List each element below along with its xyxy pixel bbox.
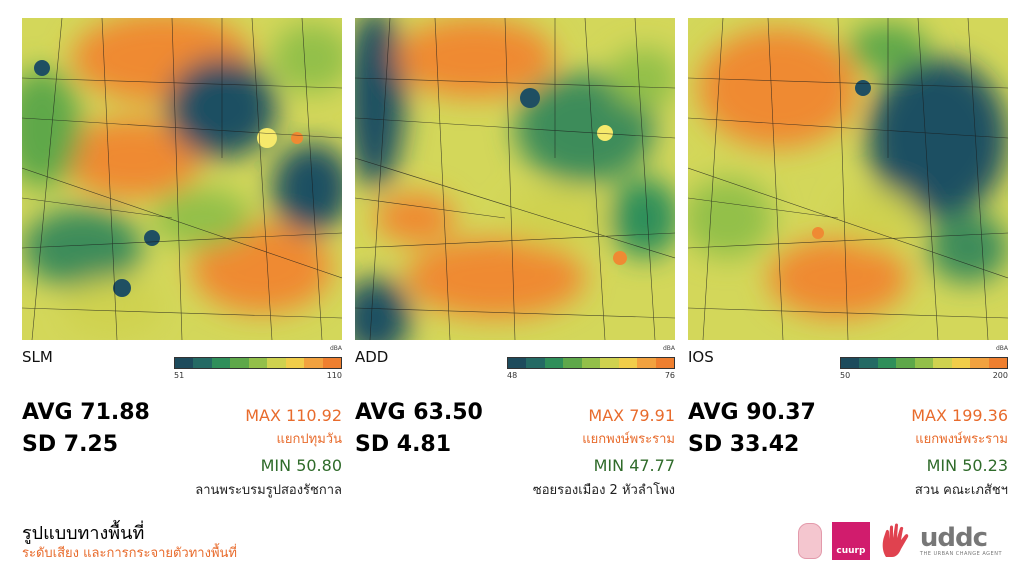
noise-heatmap-ios bbox=[688, 18, 1008, 340]
legend-color-bar bbox=[507, 357, 675, 369]
method-label: SLM bbox=[22, 348, 53, 366]
min-value: MIN 50.23 bbox=[926, 456, 1008, 475]
legend-max: 110 bbox=[326, 371, 342, 380]
min-value: MIN 50.80 bbox=[260, 456, 342, 475]
min-location: ซอยรองเมือง 2 หัวลำโพง bbox=[532, 483, 675, 498]
max-location: แยกพงษ์พระราม bbox=[582, 432, 675, 447]
red-hand-icon bbox=[882, 523, 909, 557]
uddc-wordmark: uddc bbox=[919, 523, 988, 553]
noise-panel-slm: SLM dBA 51 110 AVG 71.88 SD 7.25 MAX 110… bbox=[22, 18, 342, 498]
legend-color-bar bbox=[174, 357, 342, 369]
legend-min: 48 bbox=[507, 371, 518, 380]
legend-max: 76 bbox=[664, 371, 675, 380]
uddc-logo: uddc THE URBAN CHANGE AGENT bbox=[920, 525, 1002, 557]
average-value: AVG 71.88 bbox=[22, 400, 150, 425]
legend-unit: dBA bbox=[329, 345, 342, 352]
legend-unit: dBA bbox=[662, 345, 675, 352]
footer-title: รูปแบบทางพื้นที่ bbox=[22, 523, 145, 544]
noise-panel-ios: IOS dBA 50 200 AVG 90.37 SD 33.42 MAX 19… bbox=[688, 18, 1008, 498]
cuurp-logo: cuurp bbox=[831, 522, 870, 560]
average-value: AVG 63.50 bbox=[355, 400, 483, 425]
std-dev-value: SD 4.81 bbox=[355, 432, 452, 457]
noise-heatmap-add bbox=[355, 18, 675, 340]
max-value: MAX 79.91 bbox=[588, 406, 675, 425]
noise-heatmap-slm bbox=[22, 18, 342, 340]
legend-color-bar bbox=[840, 357, 1008, 369]
university-seal-icon bbox=[797, 523, 822, 559]
max-location: แยกปทุมวัน bbox=[276, 432, 342, 447]
std-dev-value: SD 7.25 bbox=[22, 432, 119, 457]
std-dev-value: SD 33.42 bbox=[688, 432, 800, 457]
method-label: IOS bbox=[688, 348, 714, 366]
max-value: MAX 199.36 bbox=[911, 406, 1008, 425]
method-label: ADD bbox=[355, 348, 389, 366]
color-scale-legend: dBA 51 110 bbox=[174, 345, 342, 385]
logo-strip: cuurp uddc THE URBAN CHANGE AGENT bbox=[797, 518, 1002, 564]
legend-min: 51 bbox=[174, 371, 185, 380]
max-value: MAX 110.92 bbox=[245, 406, 342, 425]
legend-unit: dBA bbox=[995, 345, 1008, 352]
color-scale-legend: dBA 48 76 bbox=[507, 345, 675, 385]
average-value: AVG 90.37 bbox=[688, 400, 816, 425]
noise-panel-add: ADD dBA 48 76 AVG 63.50 SD 4.81 MAX 79.9… bbox=[355, 18, 675, 498]
uddc-tagline: THE URBAN CHANGE AGENT bbox=[919, 551, 1002, 557]
max-location: แยกพงษ์พระราม bbox=[915, 432, 1008, 447]
color-scale-legend: dBA 50 200 bbox=[840, 345, 1008, 385]
min-location: สวน คณะเภสัชฯ bbox=[914, 483, 1008, 498]
legend-max: 200 bbox=[992, 371, 1008, 380]
min-location: ลานพระบรมรูปสองรัชกาล bbox=[195, 483, 342, 498]
min-value: MIN 47.77 bbox=[593, 456, 675, 475]
legend-min: 50 bbox=[840, 371, 851, 380]
footer-subtitle: ระดับเสียง และการกระจายตัวทางพื้นที่ bbox=[22, 546, 237, 561]
